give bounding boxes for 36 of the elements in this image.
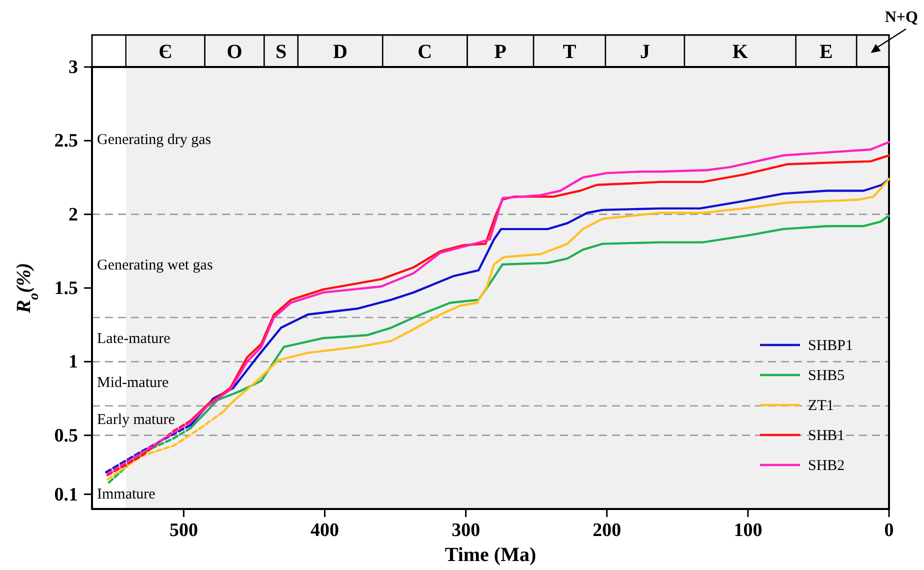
x-tick-label: 0 xyxy=(884,520,894,541)
y-tick-label: 3 xyxy=(68,57,78,78)
legend-label: SHB1 xyxy=(808,428,845,444)
annotation: Generating dry gas xyxy=(97,132,212,148)
x-tick-label: 300 xyxy=(452,520,480,541)
legend-label: SHBP1 xyxy=(808,338,854,354)
y-tick-label: 0.1 xyxy=(54,484,78,506)
y-tick-label: 1 xyxy=(68,352,78,373)
band-label: T xyxy=(562,41,577,63)
y-tick-label: 2 xyxy=(68,204,78,226)
annotation: Generating wet gas xyxy=(97,257,213,274)
band-label: J xyxy=(640,41,650,63)
x-axis-title: Time (Ma) xyxy=(444,544,536,566)
x-tick-label: 100 xyxy=(734,520,762,541)
band-label: S xyxy=(275,41,287,63)
y-tick-label: 0.5 xyxy=(54,425,78,446)
y-tick-label: 2.5 xyxy=(54,130,78,152)
band-label: D xyxy=(333,41,348,63)
band-label: P xyxy=(494,41,506,63)
x-tick-label: 400 xyxy=(310,520,339,541)
legend-label: SHB2 xyxy=(808,458,845,474)
x-tick-label: 500 xyxy=(169,520,198,541)
band-label: O xyxy=(226,41,242,63)
band-label: Є xyxy=(158,41,172,63)
annotation: Late-mature xyxy=(97,331,171,348)
band-label: C xyxy=(418,41,432,63)
legend-label: ZT1 xyxy=(808,398,834,414)
annotation: Early mature xyxy=(97,412,176,428)
annotation: Mid-mature xyxy=(97,375,169,392)
band-label: N+Q xyxy=(884,9,918,26)
y-tick-label: 1.5 xyxy=(54,278,78,299)
x-tick-label: 200 xyxy=(592,520,622,541)
band-label: E xyxy=(820,41,833,63)
legend-label: SHB5 xyxy=(808,368,845,384)
band-label: K xyxy=(732,41,748,63)
annotation: Immature xyxy=(97,486,156,502)
